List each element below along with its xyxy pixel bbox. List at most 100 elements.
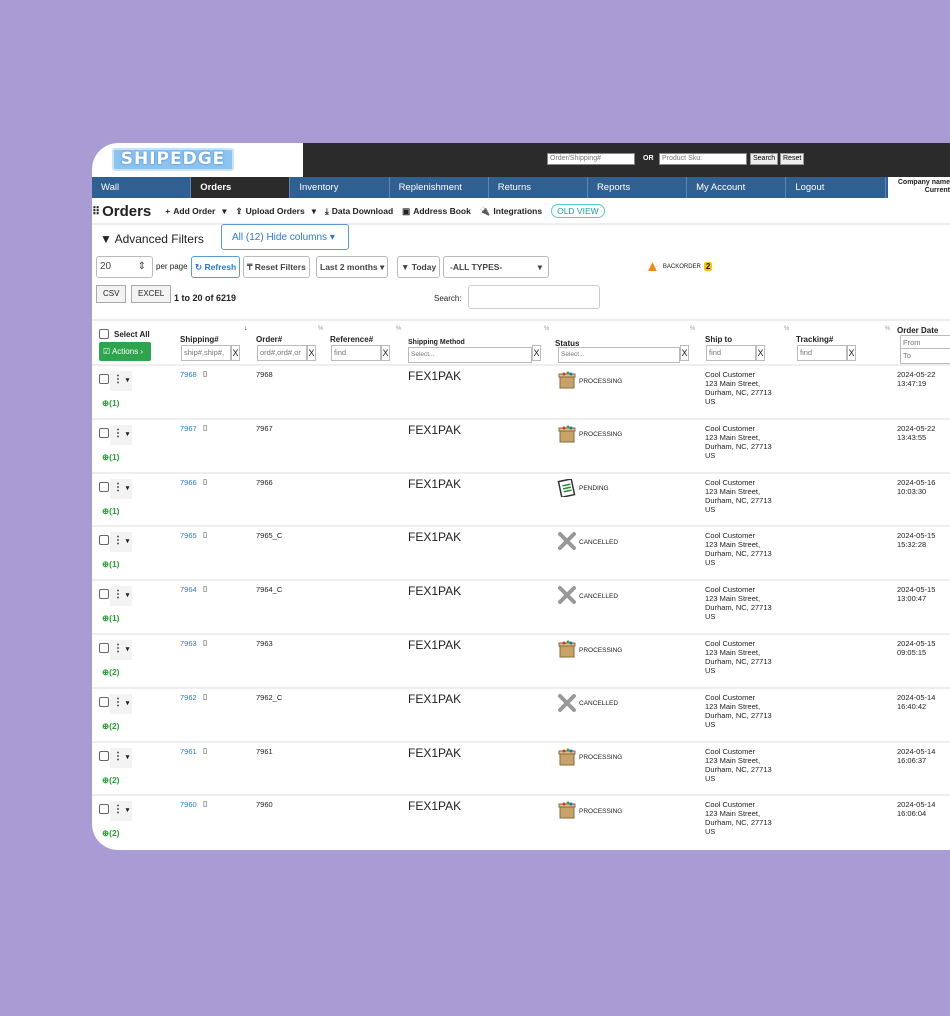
reset-filters-button[interactable]: ₸ Reset Filters xyxy=(243,256,310,278)
nav-inventory[interactable]: Inventory xyxy=(290,177,390,198)
col-order[interactable]: Order# xyxy=(256,335,283,344)
status-filter[interactable]: Select... xyxy=(558,347,680,363)
refresh-button[interactable]: ↻ Refresh xyxy=(191,256,241,278)
select-all-checkbox[interactable] xyxy=(99,329,109,339)
product-sku-input[interactable]: Product Sku: xyxy=(659,153,747,165)
per-page-select[interactable]: 20 ⇕ xyxy=(96,256,153,278)
backorder-badge[interactable]: ▲ BACKORDER 2 xyxy=(645,258,713,275)
clear-reference-filter[interactable]: X xyxy=(381,345,390,361)
csv-button[interactable]: CSV xyxy=(96,285,127,303)
copy-icon[interactable]: ▯ xyxy=(203,476,208,486)
nav-wall[interactable]: Wall xyxy=(92,177,192,198)
shipping-link[interactable]: 7965 xyxy=(180,531,197,541)
items-count[interactable]: ⊕(1) xyxy=(102,505,120,516)
row-menu-button[interactable]: ⋮ ▾ xyxy=(110,371,132,391)
items-count[interactable]: ⊕(1) xyxy=(102,451,120,462)
sort-arrow-icon[interactable]: ↓ xyxy=(244,325,248,332)
col-shipping-method[interactable]: Shipping Method xyxy=(408,339,465,346)
actions-button[interactable]: ☑ Actions › xyxy=(99,342,151,361)
nav-logout[interactable]: Logout xyxy=(786,177,886,198)
row-checkbox[interactable] xyxy=(99,535,109,546)
copy-icon[interactable]: ▯ xyxy=(203,369,208,378)
items-count[interactable]: ⊕(1) xyxy=(102,613,120,624)
row-checkbox[interactable] xyxy=(99,481,109,492)
items-count[interactable]: ⊕(1) xyxy=(102,398,120,408)
copy-icon[interactable]: ▯ xyxy=(203,691,208,701)
shipping-link[interactable]: 7961 xyxy=(180,746,197,756)
shipping-link[interactable]: 7962 xyxy=(180,692,197,702)
row-menu-button[interactable]: ⋮ ▾ xyxy=(110,693,132,714)
row-checkbox[interactable] xyxy=(99,750,109,761)
row-checkbox[interactable] xyxy=(99,696,109,707)
shipping-link[interactable]: 7966 xyxy=(180,477,197,487)
row-checkbox[interactable] xyxy=(99,427,109,438)
types-dropdown[interactable]: -ALL TYPES- ▾ xyxy=(443,256,549,278)
shipping-method-filter[interactable]: Select... xyxy=(408,347,532,363)
col-ship-to[interactable]: Ship to xyxy=(705,335,733,344)
col-order-date[interactable]: Order Date xyxy=(897,326,939,335)
shipping-link[interactable]: 7964 xyxy=(180,585,197,595)
shipping-link[interactable]: 7960 xyxy=(180,800,197,810)
row-menu-button[interactable]: ⋮ ▾ xyxy=(110,586,132,607)
advanced-filters-toggle[interactable]: ▼ Advanced Filters xyxy=(100,232,204,246)
reset-button[interactable]: Reset xyxy=(780,153,805,165)
today-button[interactable]: ▼ Today xyxy=(397,256,441,278)
excel-button[interactable]: EXCEL xyxy=(131,285,172,303)
col-reference[interactable]: Reference# xyxy=(330,335,374,344)
row-menu-button[interactable]: ⋮ ▾ xyxy=(110,532,132,553)
nav-replenishment[interactable]: Replenishment xyxy=(390,177,489,198)
data-download-button[interactable]: ⤓ Data Download xyxy=(325,205,394,217)
shipping-link[interactable]: 7963 xyxy=(180,639,197,648)
row-checkbox[interactable] xyxy=(99,804,109,815)
add-order-button[interactable]: + Add Order ▾ xyxy=(165,205,227,217)
row-checkbox[interactable] xyxy=(99,374,109,384)
date-range-dropdown[interactable]: Last 2 months ▾ xyxy=(316,256,389,278)
items-count[interactable]: ⊕(1) xyxy=(102,559,120,570)
nav-orders[interactable]: Orders xyxy=(191,177,291,198)
search-button[interactable]: Search xyxy=(750,153,779,165)
shipping-filter-input[interactable]: ship#,ship#, xyxy=(181,345,231,361)
hide-columns-dropdown[interactable]: All (12) Hide columns ▾ xyxy=(221,224,349,250)
row-checkbox[interactable] xyxy=(99,643,109,653)
ship-to-filter-input[interactable]: find xyxy=(706,345,756,361)
shipping-link[interactable]: 7967 xyxy=(180,423,197,433)
col-shipping[interactable]: Shipping# xyxy=(180,335,219,344)
nav-my-account[interactable]: My Account xyxy=(687,177,787,198)
clear-ship-to-filter[interactable]: X xyxy=(756,345,765,361)
shipping-link[interactable]: 7968 xyxy=(180,370,197,379)
row-menu-button[interactable]: ⋮ ▾ xyxy=(110,640,132,660)
clear-status-filter[interactable]: X xyxy=(680,345,689,361)
copy-icon[interactable]: ▯ xyxy=(203,638,208,647)
row-checkbox[interactable] xyxy=(99,589,109,600)
items-count[interactable]: ⊕(2) xyxy=(102,667,120,677)
clear-shipping-filter[interactable]: X xyxy=(231,345,240,361)
old-view-button[interactable]: OLD VIEW xyxy=(551,204,605,218)
address-book-button[interactable]: ▣ Address Book xyxy=(402,205,471,217)
items-count[interactable]: ⊕(2) xyxy=(102,720,120,731)
order-filter-input[interactable]: ord#,ord#,or xyxy=(257,345,307,361)
integrations-button[interactable]: 🔌 Integrations xyxy=(479,205,543,217)
nav-reports[interactable]: Reports xyxy=(588,177,688,198)
copy-icon[interactable]: ▯ xyxy=(203,799,208,809)
copy-icon[interactable]: ▯ xyxy=(203,745,208,755)
col-tracking[interactable]: Tracking# xyxy=(796,335,834,344)
col-status[interactable]: Status xyxy=(555,339,580,348)
copy-icon[interactable]: ▯ xyxy=(203,530,208,540)
row-menu-button[interactable]: ⋮ ▾ xyxy=(110,747,132,768)
items-count[interactable]: ⊕(2) xyxy=(102,774,120,785)
tracking-filter-input[interactable]: find xyxy=(797,345,847,361)
table-search-input[interactable] xyxy=(468,285,600,309)
row-menu-button[interactable]: ⋮ ▾ xyxy=(110,801,132,822)
order-shipping-search-input[interactable]: Order/Shipping# xyxy=(547,153,635,165)
row-menu-button[interactable]: ⋮ ▾ xyxy=(110,478,132,499)
nav-returns[interactable]: Returns xyxy=(489,177,588,198)
row-menu-button[interactable]: ⋮ ▾ xyxy=(110,424,132,445)
upload-orders-button[interactable]: ⇪ Upload Orders ▾ xyxy=(235,205,316,217)
clear-method-filter[interactable]: X xyxy=(532,345,541,361)
items-count[interactable]: ⊕(2) xyxy=(102,828,120,839)
reference-filter-input[interactable]: find xyxy=(331,345,381,361)
copy-icon[interactable]: ▯ xyxy=(203,422,208,432)
clear-tracking-filter[interactable]: X xyxy=(847,345,856,361)
copy-icon[interactable]: ▯ xyxy=(203,584,208,594)
date-to-input[interactable]: To xyxy=(900,348,950,364)
